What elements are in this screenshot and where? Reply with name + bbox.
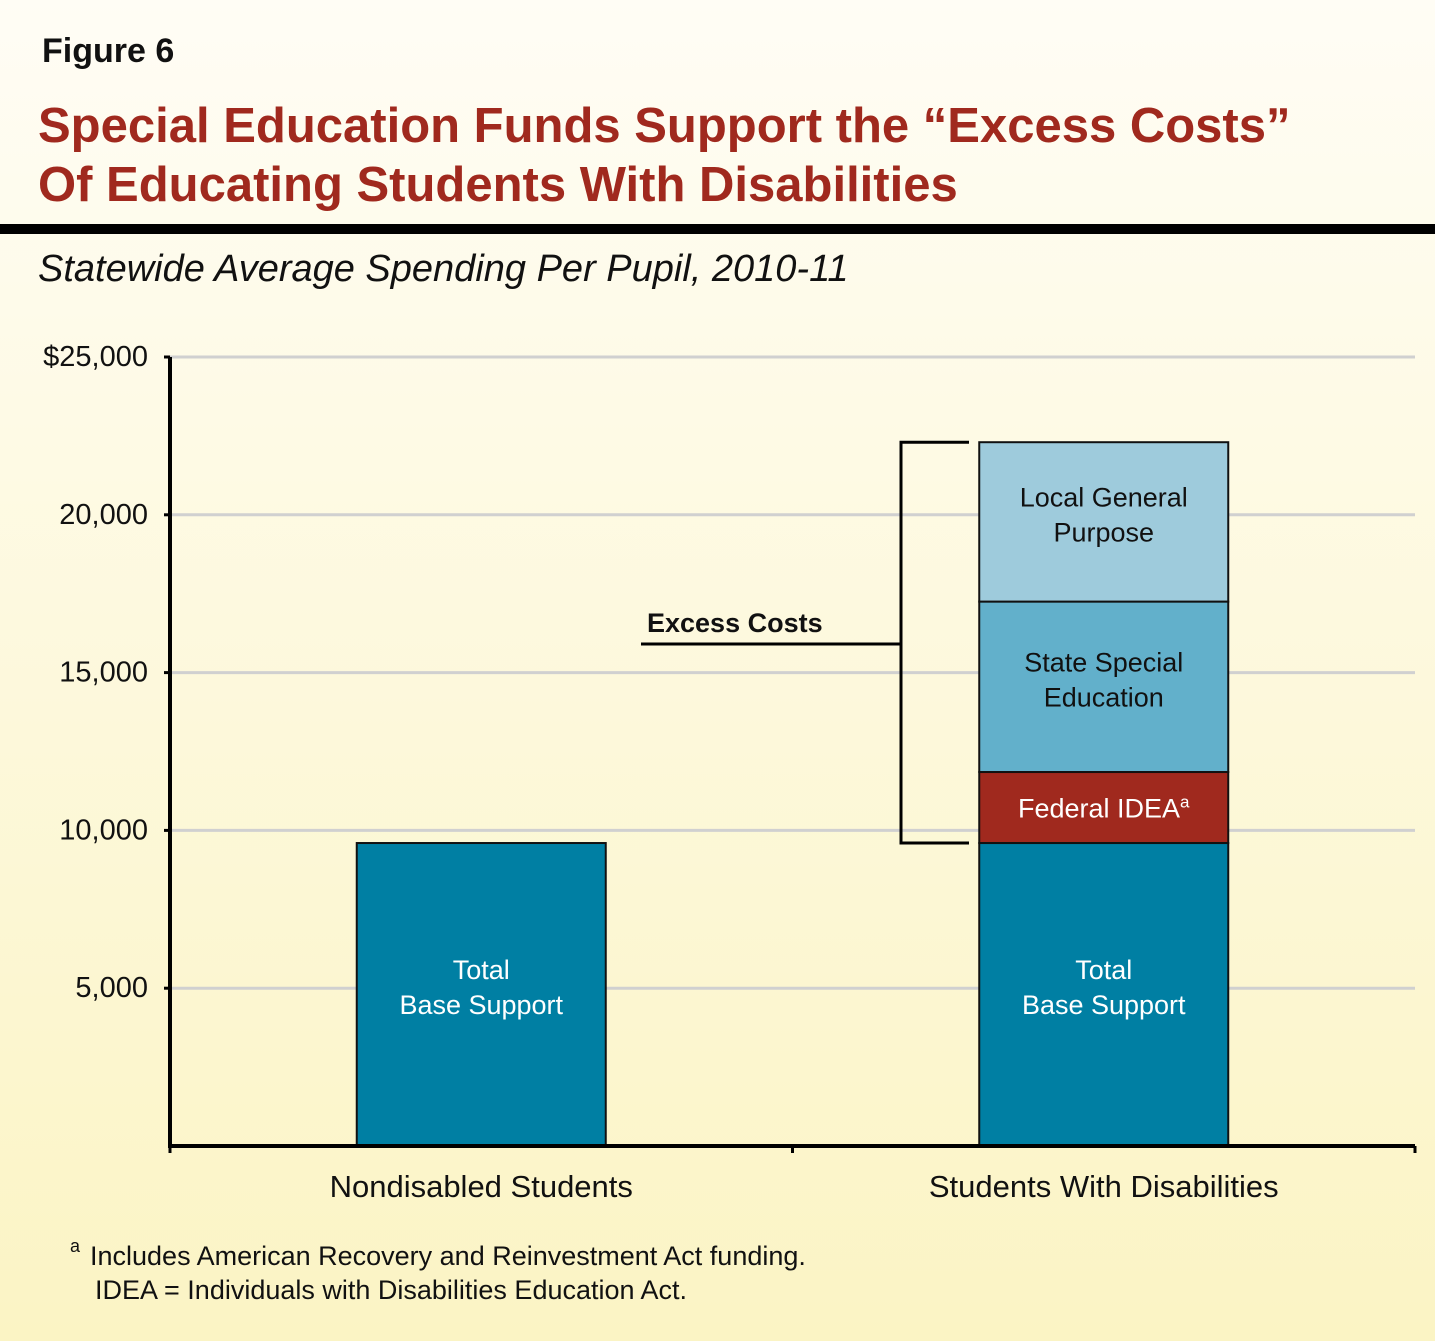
figure-label: Figure 6 <box>42 32 174 70</box>
bar-label: Purpose <box>1053 517 1154 547</box>
bar-segment <box>978 771 1230 845</box>
bar-segment <box>978 441 1230 603</box>
bar-segment <box>978 600 1230 774</box>
chart-title-line2: Of Educating Students With Disabilities <box>38 158 958 212</box>
y-tick-label: 10,000 <box>59 814 148 846</box>
bar-label: Total <box>1075 955 1132 985</box>
footnote-line2: IDEA = Individuals with Disabilities Edu… <box>95 1275 687 1305</box>
bar-segment <box>355 842 607 1147</box>
footnote-line1: Includes American Recovery and Reinvestm… <box>90 1241 806 1271</box>
bar-label: Base Support <box>399 990 563 1020</box>
bar-label: Federal IDEAa <box>1018 793 1190 824</box>
bar-label: Education <box>1044 682 1164 712</box>
y-tick-label: $25,000 <box>43 341 148 373</box>
bar-label: Total <box>453 955 510 985</box>
excess-costs-label: Excess Costs <box>647 608 823 638</box>
x-tick-label: Students With Disabilities <box>929 1169 1279 1204</box>
bar-label: Local General <box>1020 482 1188 512</box>
chart-title-line1: Special Education Funds Support the “Exc… <box>38 99 1290 153</box>
bar-label: State Special <box>1024 647 1183 677</box>
chart-subtitle: Statewide Average Spending Per Pupil, 20… <box>38 248 849 290</box>
y-tick-label: 20,000 <box>59 499 148 531</box>
superscript: a <box>1180 793 1190 812</box>
y-tick-label: 5,000 <box>75 972 148 1004</box>
footnote-marker: a <box>70 1236 81 1256</box>
excess-costs-bracket <box>899 440 969 845</box>
bar-label: Base Support <box>1022 990 1186 1020</box>
title-rule <box>0 224 1435 234</box>
bar-segment <box>978 842 1230 1147</box>
y-tick-label: 15,000 <box>59 657 148 689</box>
x-tick-label: Nondisabled Students <box>330 1169 633 1204</box>
